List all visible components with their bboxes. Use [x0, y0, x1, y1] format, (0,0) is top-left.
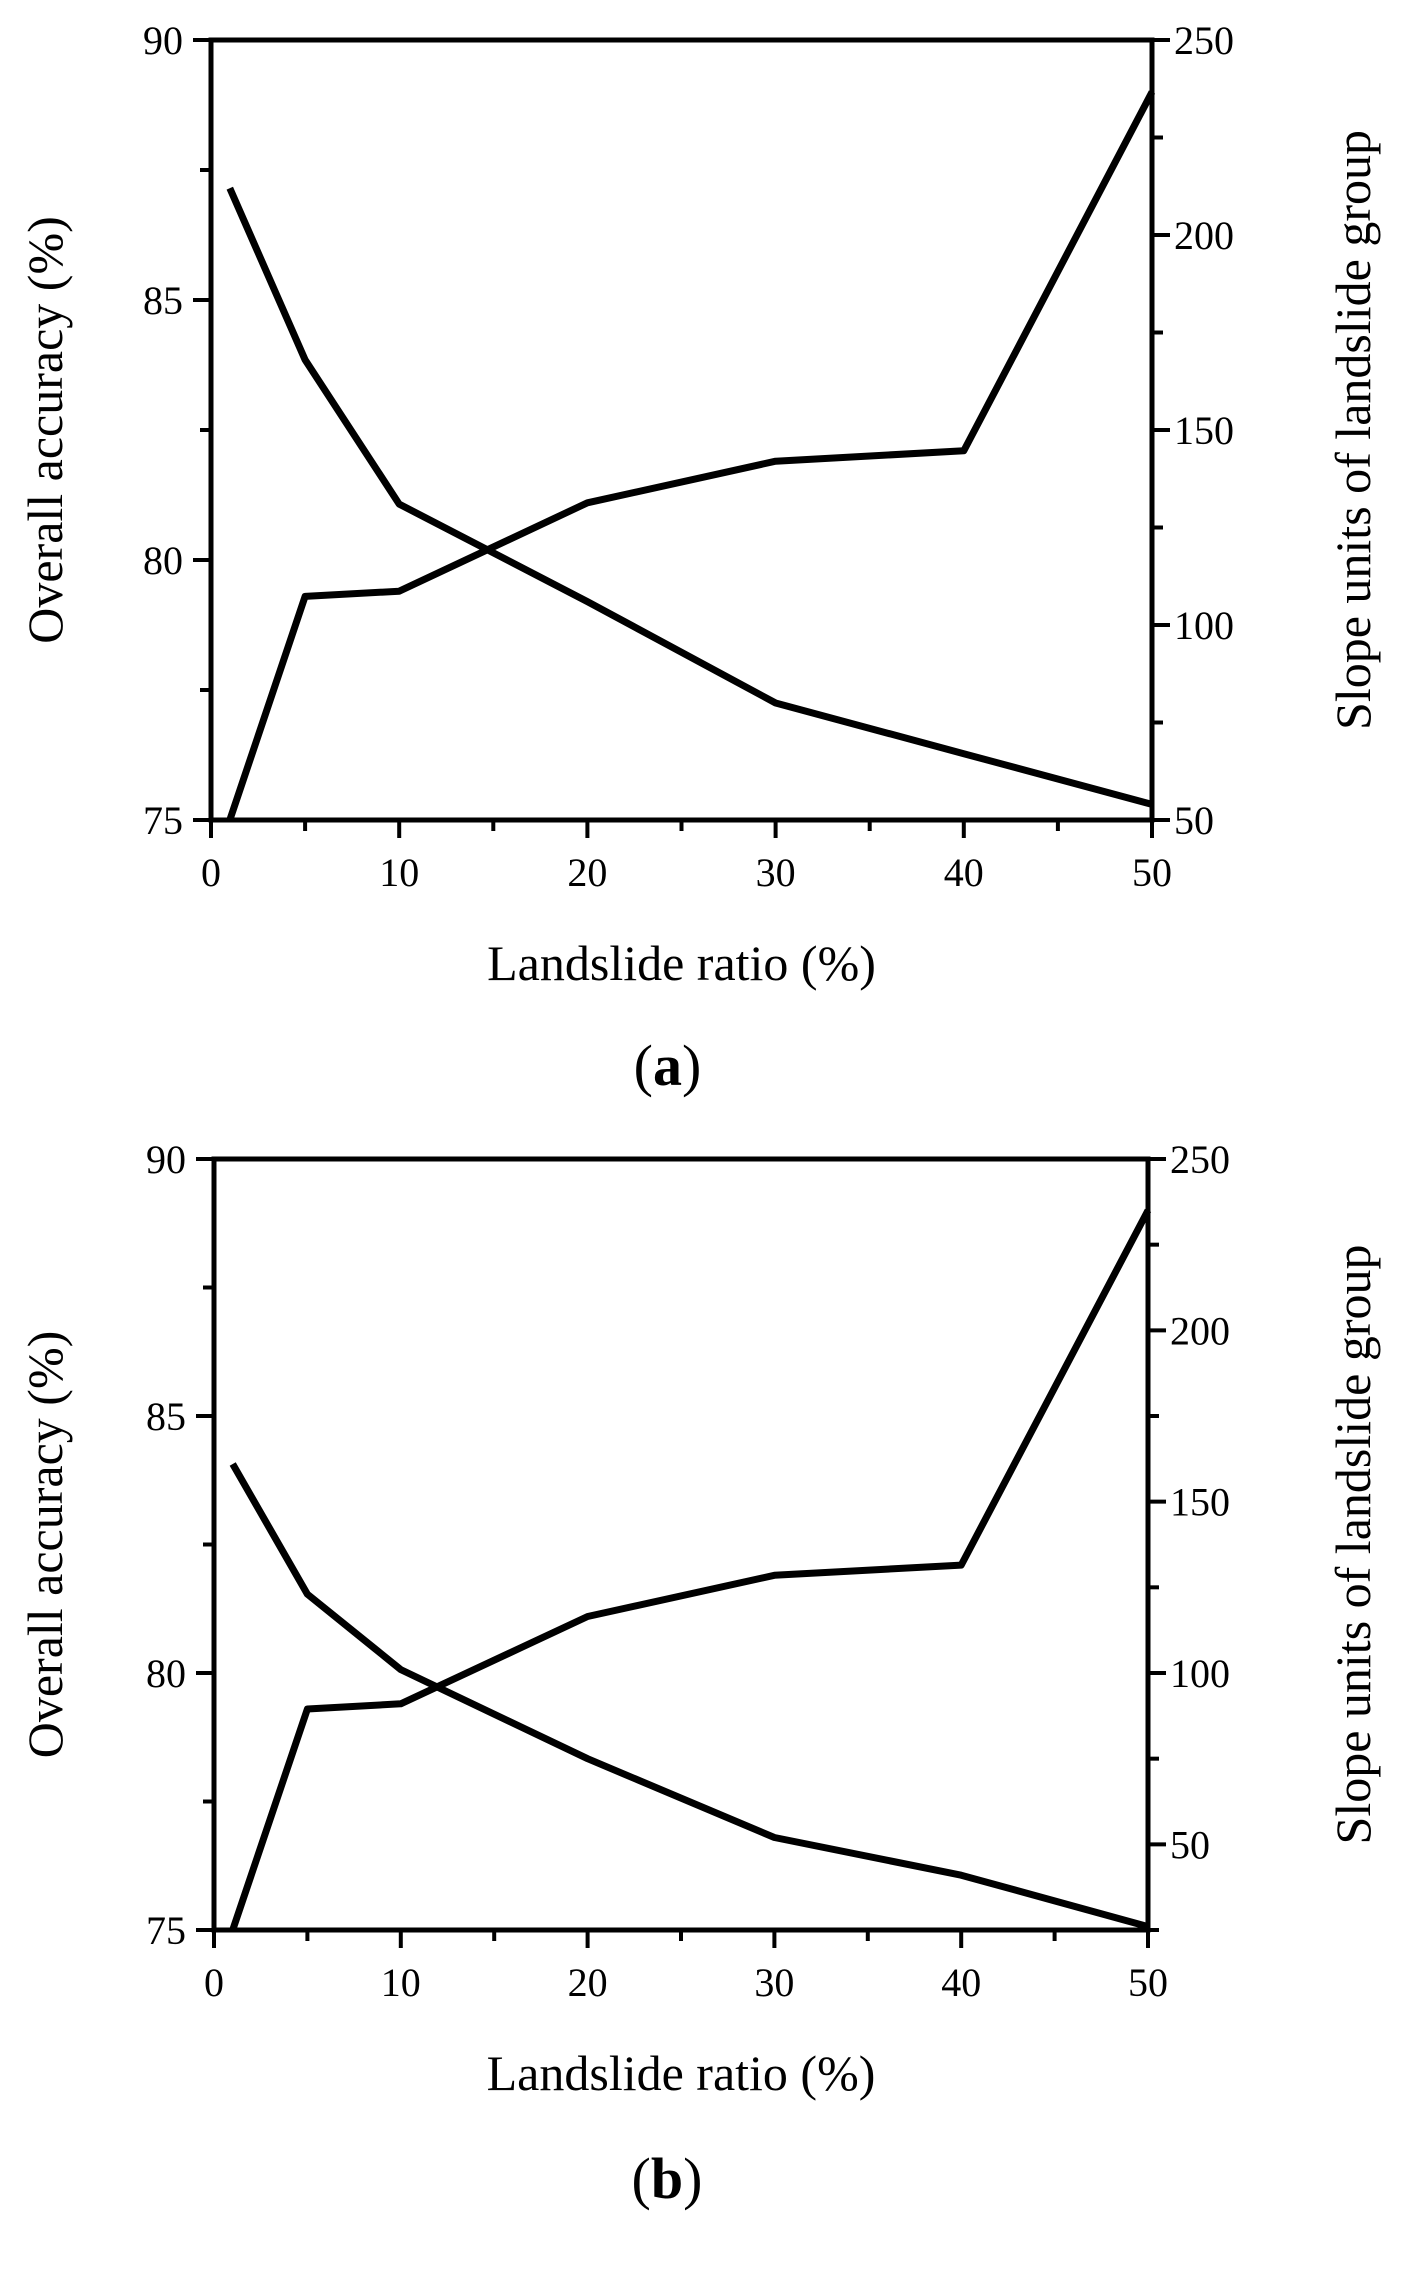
panel-a-x-tick-label: 10: [379, 850, 419, 895]
panel-a-x-tick-label: 40: [944, 850, 984, 895]
panel-a-y-right-tick-label: 50: [1174, 798, 1214, 843]
panel-a-label-letter: a: [653, 1033, 682, 1098]
panel-a-y-right-tick-label: 100: [1174, 603, 1234, 648]
panel-a-x-tick-label: 30: [756, 850, 796, 895]
panel-b-label-open-paren: (: [632, 2146, 651, 2211]
panel-a-x-axis-title: Landslide ratio (%): [487, 935, 876, 991]
panel-b-y-right-tick-label: 100: [1170, 1651, 1230, 1696]
panel-a-x-tick-label: 20: [567, 850, 607, 895]
panel-b-y-left-tick-label: 75: [146, 1908, 186, 1953]
panel-a-y-left-tick-label: 80: [143, 538, 183, 583]
panel-b-x-tick-label: 30: [754, 1960, 794, 2005]
panel-b-x-tick-label: 20: [568, 1960, 608, 2005]
panel-b-y-left-tick-label: 90: [146, 1137, 186, 1182]
panel-b-y-right-tick-label: 50: [1170, 1822, 1210, 1867]
panel-a-x-tick-label: 0: [201, 850, 221, 895]
panel-b-x-tick-label: 10: [381, 1960, 421, 2005]
panel-b-y-right-tick-label: 250: [1170, 1137, 1230, 1182]
panel-b-plot-frame: [211, 1156, 1151, 1933]
panel-b-series-overall-accuracy: [229, 1208, 1152, 1932]
panel-b-y-left-tick-label: 80: [146, 1651, 186, 1696]
panel-b-y-left-axis-title: Overall accuracy (%): [17, 1331, 73, 1759]
panel-a-label-close-paren: ): [682, 1033, 701, 1098]
panel-a-series-overall-accuracy: [226, 90, 1156, 822]
panel-b-y-right-tick-label: 150: [1170, 1480, 1230, 1525]
panel-a-y-left-tick-label: 85: [143, 278, 183, 323]
panel-b-x-tick-label: 40: [941, 1960, 981, 2005]
panel-a-y-left-tick-label: 90: [143, 18, 183, 63]
panel-b-label: (b): [632, 2146, 703, 2211]
panel-a-x-tick-label: 50: [1132, 850, 1172, 895]
panel-a-y-left-tick-label: 75: [143, 798, 183, 843]
panel-b-x-tick-label: 0: [204, 1960, 224, 2005]
panel-a-label-open-paren: (: [634, 1033, 653, 1098]
panel-a-y-right-tick-label: 200: [1174, 213, 1234, 258]
panel-b-x-axis-title: Landslide ratio (%): [487, 2045, 876, 2101]
panel-b-label-close-paren: ): [683, 2146, 702, 2211]
panel-b-y-right-axis-title: Slope units of landslide group: [1325, 1245, 1381, 1845]
panel-b-label-letter: b: [651, 2146, 683, 2211]
panel-b-series-slope-units: [229, 1462, 1149, 1930]
panel-b-y-right-tick-label: 200: [1170, 1308, 1230, 1353]
panel-a-y-right-tick-label: 250: [1174, 18, 1234, 63]
panel-a-label: (a): [634, 1033, 702, 1098]
panel-a-y-right-tick-label: 150: [1174, 408, 1234, 453]
panel-a-y-right-axis-title: Slope units of landslide group: [1325, 130, 1381, 730]
panel-b-y-left-tick-label: 85: [146, 1394, 186, 1439]
panel-a-y-left-axis-title: Overall accuracy (%): [17, 216, 73, 644]
panel-b-x-tick-label: 50: [1128, 1960, 1168, 2005]
panel-a-series-slope-units: [226, 186, 1153, 808]
